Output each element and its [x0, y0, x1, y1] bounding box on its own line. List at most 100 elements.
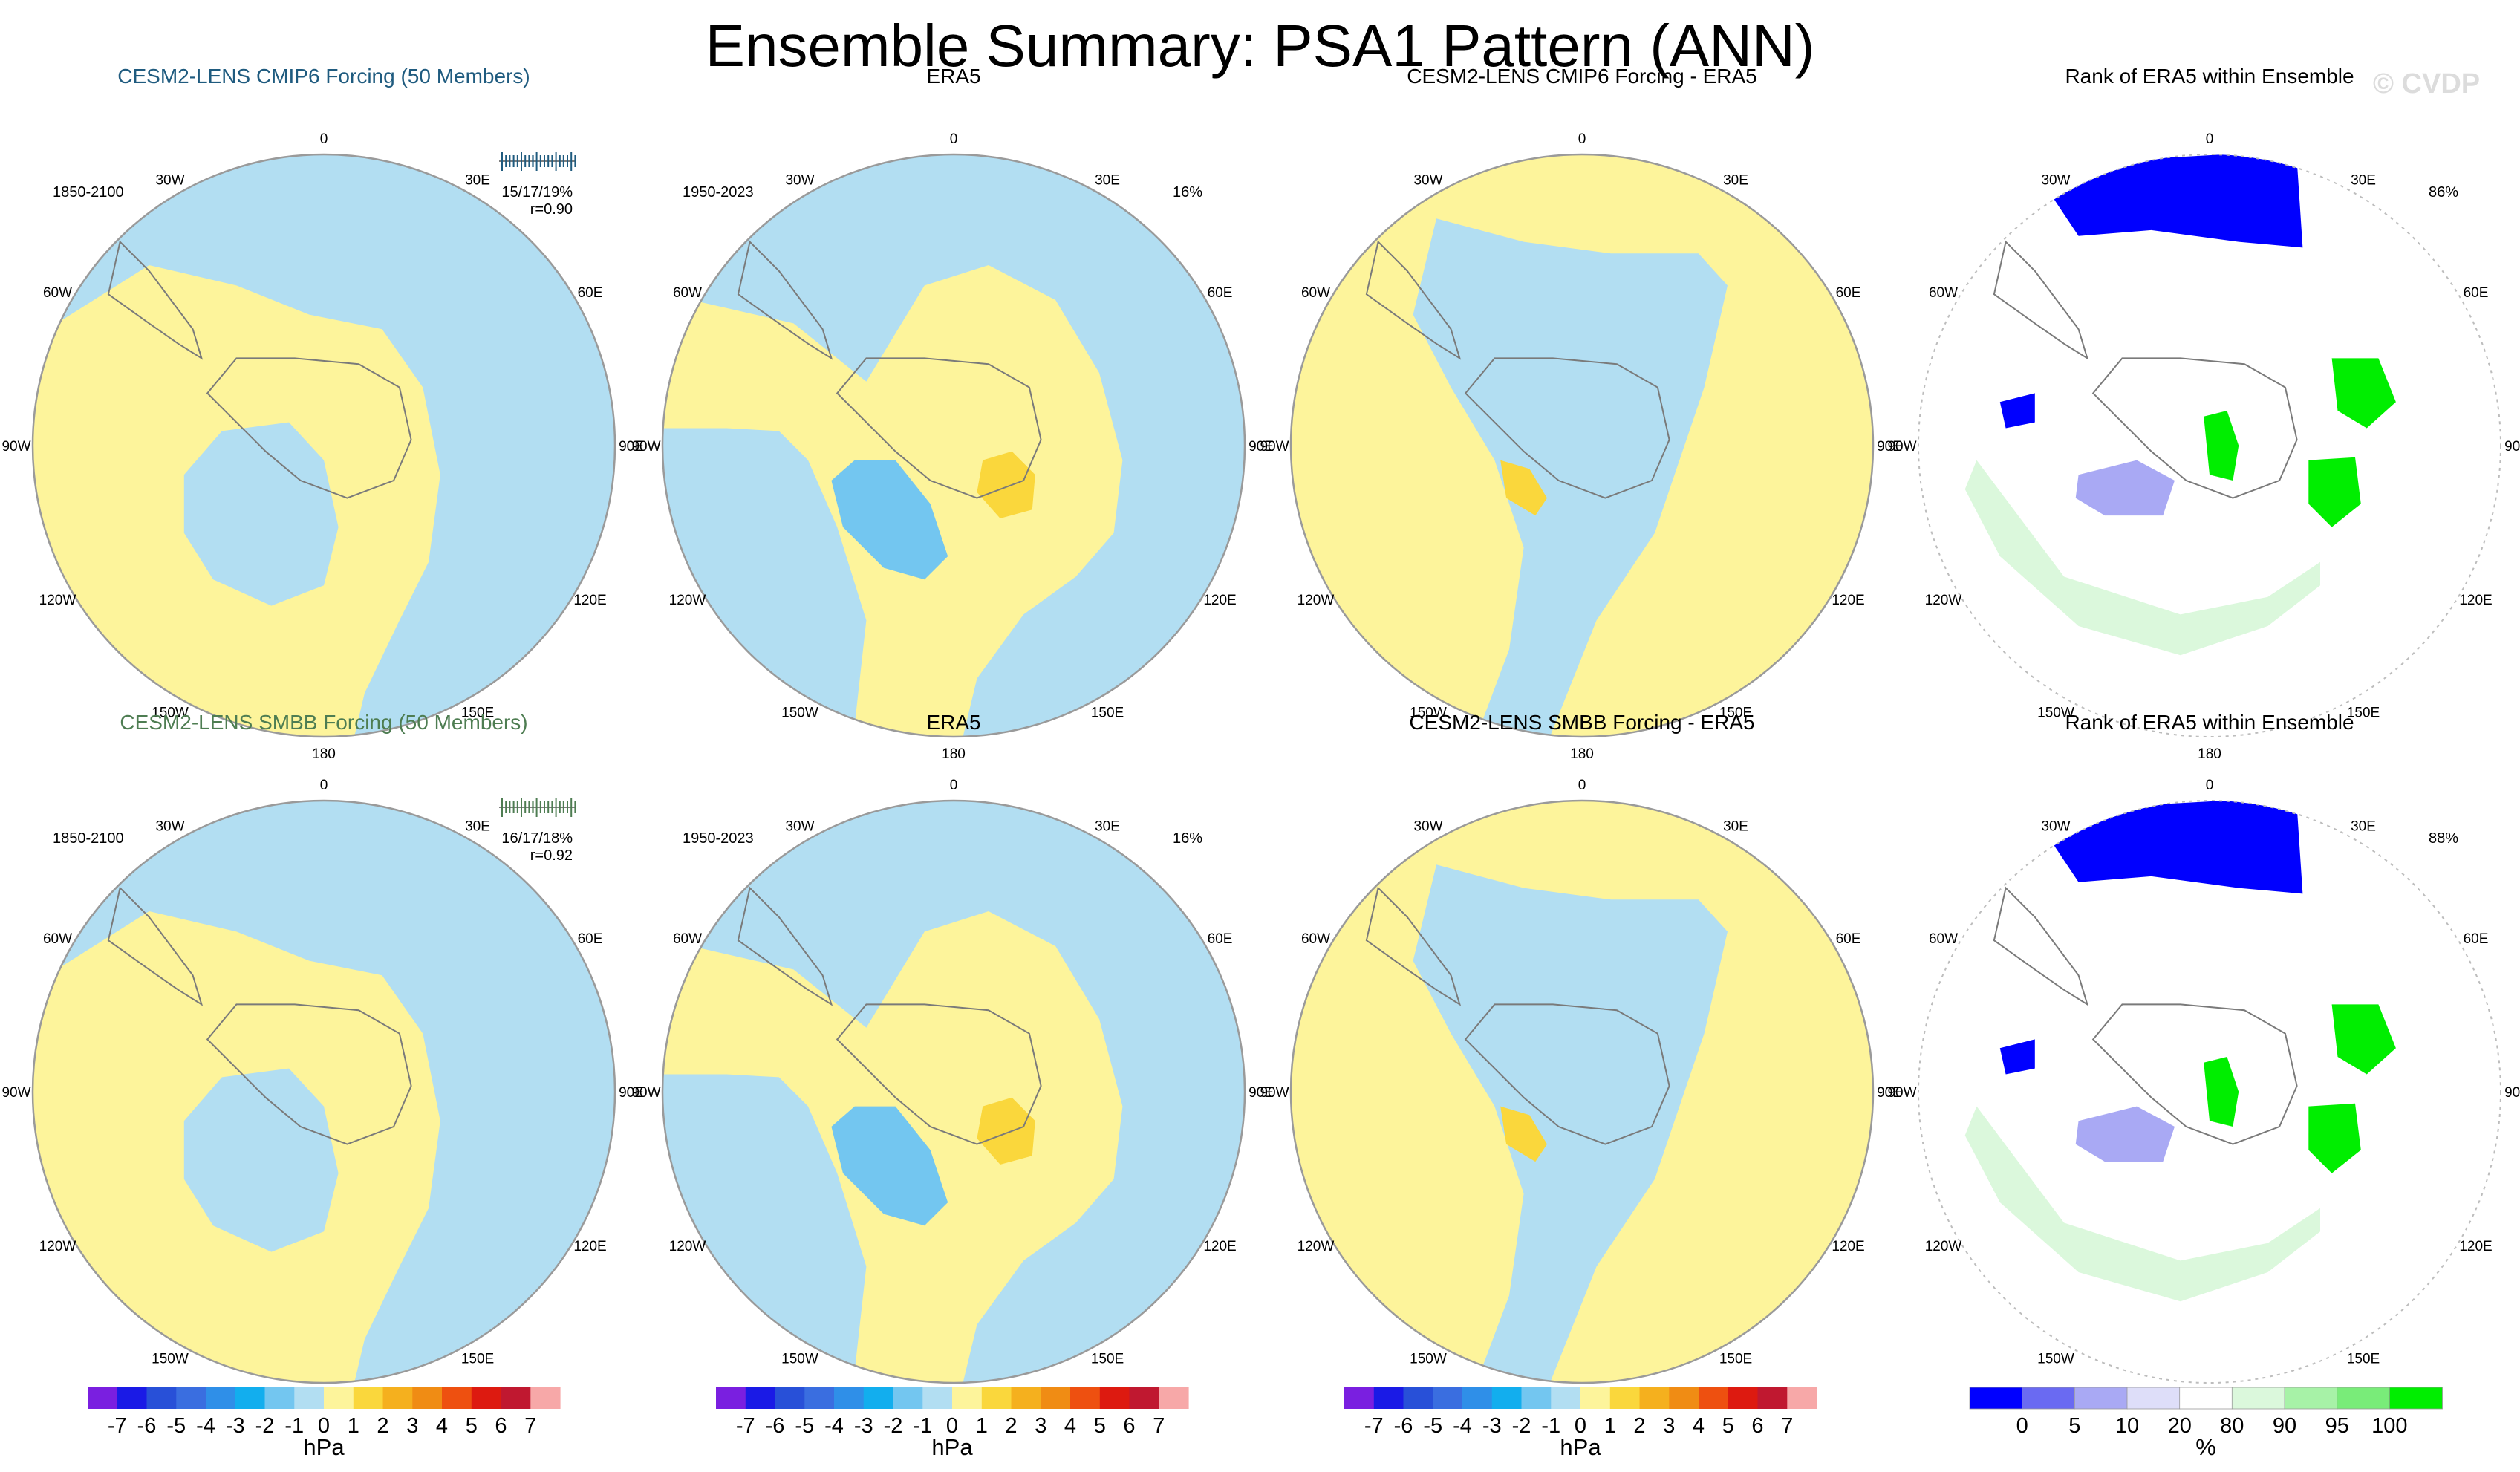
colorbar-swatch [1011, 1387, 1041, 1409]
rank-high-region [2204, 411, 2239, 481]
colorbar-swatch [834, 1387, 865, 1409]
lon-label: 150W [1410, 1352, 1447, 1367]
panel-title: Rank of ERA5 within Ensemble [2065, 65, 2354, 88]
south-america-coastline [1365, 886, 1462, 1006]
colorbar-tick-label: 100 [2371, 1414, 2407, 1438]
south-america-coastline [737, 886, 833, 1006]
lon-label: 120W [39, 593, 76, 608]
antarctica-coastline [2091, 357, 2298, 499]
colorbar-swatch [981, 1387, 1012, 1409]
lon-label: 30E [465, 819, 490, 835]
colorbar-swatch [745, 1387, 776, 1409]
lon-label: 150W [781, 706, 818, 721]
antarctica-coastline [836, 357, 1042, 499]
colorbar-tick-label: -7 [736, 1414, 755, 1438]
map-fill-layer [662, 801, 1245, 1383]
lon-label: 60W [673, 285, 702, 301]
lon-label: 120E [1203, 593, 1236, 608]
lon-label: 0 [1578, 131, 1586, 147]
lon-label: 60W [43, 285, 72, 301]
colorbar-swatch [1728, 1387, 1759, 1409]
cvdp-watermark: © CVDP [2373, 68, 2481, 100]
lon-label: 150W [2037, 1352, 2074, 1367]
colorbar-units: hPa [303, 1434, 345, 1460]
lon-label: 60E [2464, 285, 2489, 301]
colorbar-tick-label: 7 [1781, 1414, 1793, 1438]
lon-label: 0 [950, 131, 958, 147]
colorbar-tick-label: -7 [108, 1414, 127, 1438]
lon-label: 180 [942, 746, 966, 762]
lon-label: 120W [669, 593, 706, 608]
map-panel-r1c3: 0 30E 60E 90E 120E 150E 180 150W 120W 90W 60W 30W CE… [1260, 65, 1901, 762]
colorbar-tick-label: 80 [2220, 1414, 2244, 1438]
colorbar-swatch [1639, 1387, 1670, 1409]
south-america-coastline [1993, 886, 2089, 1006]
lon-label: 120W [39, 1239, 76, 1254]
colorbar-swatch [1669, 1387, 1699, 1409]
colorbar-tick-label: 3 [1035, 1414, 1046, 1438]
lon-label: 90W [1887, 1085, 1916, 1101]
lon-label: 150E [461, 1352, 494, 1367]
colorbar-tick-label: 5 [1722, 1414, 1734, 1438]
lon-label: 90E [619, 1085, 644, 1101]
colorbar-swatch [382, 1387, 413, 1409]
antarctica-coastline [1464, 1003, 1670, 1145]
panel-title: CESM2-LENS CMIP6 Forcing - ERA5 [1407, 65, 1756, 88]
lon-label: 90E [619, 439, 644, 455]
south-america-coastline [107, 886, 204, 1006]
lon-label: 0 [950, 778, 958, 793]
lon-label: 150E [1091, 1352, 1124, 1367]
lon-label: 60W [1301, 285, 1330, 301]
map-fill-layer [1918, 801, 2501, 1383]
colorbar-swatch [1551, 1387, 1581, 1409]
colorbar-swatch [412, 1387, 443, 1409]
rank-colorbar: 0 5 10 20 80 90 95 100% [1969, 1387, 2443, 1460]
colorbar-units: hPa [1560, 1434, 1601, 1460]
map-fill-layer [662, 154, 1245, 737]
colorbar-swatch [88, 1387, 118, 1409]
panel-title: CESM2-LENS SMBB Forcing - ERA5 [1409, 711, 1754, 734]
colorbar-swatch [2389, 1387, 2443, 1410]
map-panel-r2c4: 0 30E 60E 90E 120E 150E 180 150W 120W 90W 60W 30W Ra… [1887, 711, 2520, 1408]
lon-label: 150E [1091, 706, 1124, 721]
colorbar-tick-label: -5 [166, 1414, 186, 1438]
colorbar-tick-label: -4 [196, 1414, 215, 1438]
lon-label: 90E [1248, 1085, 1274, 1101]
stat-label: 86% [2429, 184, 2458, 201]
lon-label: 30E [1723, 819, 1748, 835]
map-panel-r2c1: 0 30E 60E 90E 120E 150E 180 150W 120W 90W 60W 30W CE… [1, 711, 644, 1408]
colorbar-tick-label: -2 [884, 1414, 903, 1438]
colorbar-swatch [1344, 1387, 1375, 1409]
lon-label: 90W [1, 439, 30, 455]
rank-light-green-band [1964, 1106, 2320, 1302]
map-boundary [31, 799, 616, 1384]
colorbar-tick-label: -2 [255, 1414, 275, 1438]
colorbar-swatch [442, 1387, 472, 1409]
lon-label: 30W [155, 173, 184, 189]
negative-difference-field [1413, 218, 1728, 737]
colorbar-swatch [294, 1387, 325, 1409]
lon-label: 90W [1260, 439, 1289, 455]
rank-low-small-region [1999, 393, 2035, 429]
colorbar-tick-label: -5 [1423, 1414, 1442, 1438]
lon-label: 150E [1719, 1352, 1752, 1367]
colorbar-swatch [501, 1387, 531, 1409]
panel-title: ERA5 [926, 65, 980, 88]
colorbar-tick-label: 4 [1064, 1414, 1076, 1438]
lon-label: 30W [785, 819, 814, 835]
lon-label: 120E [2459, 1239, 2492, 1254]
colorbar-swatch [2179, 1387, 2233, 1410]
lon-label: 120E [1832, 593, 1864, 608]
map-fill-layer [1918, 154, 2501, 737]
colorbar-swatch [1609, 1387, 1641, 1409]
map-boundary [1289, 153, 1875, 738]
colorbar-tick-label: -6 [1394, 1414, 1413, 1438]
rank-low-region [2049, 801, 2303, 894]
colorbar-swatch [1159, 1387, 1189, 1409]
colorbar-swatch [1462, 1387, 1493, 1409]
lon-label: 60W [1929, 931, 1958, 947]
lon-label: 120E [2459, 593, 2492, 608]
antarctica-coastline [1464, 357, 1670, 499]
map-panel-r1c2: 0 30E 60E 90E 120E 150E 180 150W 120W 90W 60W 30W ER… [631, 65, 1273, 762]
lon-label: 60E [1836, 931, 1861, 947]
